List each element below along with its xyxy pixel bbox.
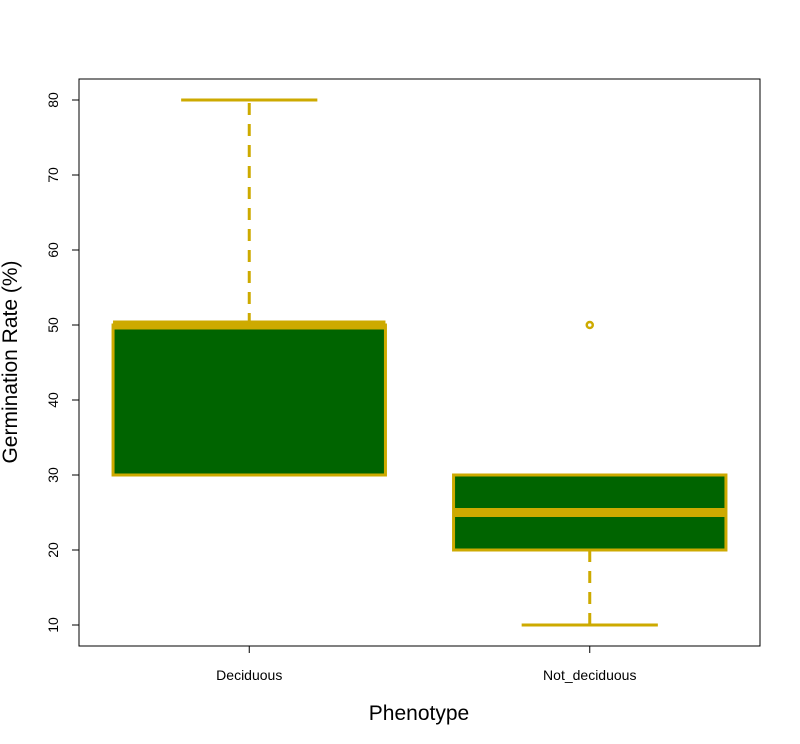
y-tick-label: 20	[45, 542, 61, 558]
y-tick-label: 40	[45, 392, 61, 408]
x-axis-title: Phenotype	[369, 702, 469, 725]
boxes	[111, 98, 728, 627]
box-deciduous	[111, 98, 387, 477]
y-tick-label: 10	[45, 617, 61, 633]
y-tick-label: 30	[45, 467, 61, 483]
y-axis: 10 20 30 40 50 60 70 80	[45, 92, 80, 633]
y-tick-label: 50	[45, 317, 61, 333]
outlier-point	[585, 320, 594, 330]
x-tick-label: Deciduous	[216, 667, 282, 683]
x-axis: Deciduous Not_deciduous	[216, 646, 636, 683]
y-axis-title: Germination Rate (%)	[0, 260, 22, 463]
x-tick-label: Not_deciduous	[543, 667, 636, 683]
y-tick-label: 70	[45, 167, 61, 183]
box-body	[111, 323, 387, 477]
box-not-deciduous	[452, 320, 728, 627]
y-tick-label: 60	[45, 242, 61, 258]
y-tick-label: 80	[45, 92, 61, 108]
